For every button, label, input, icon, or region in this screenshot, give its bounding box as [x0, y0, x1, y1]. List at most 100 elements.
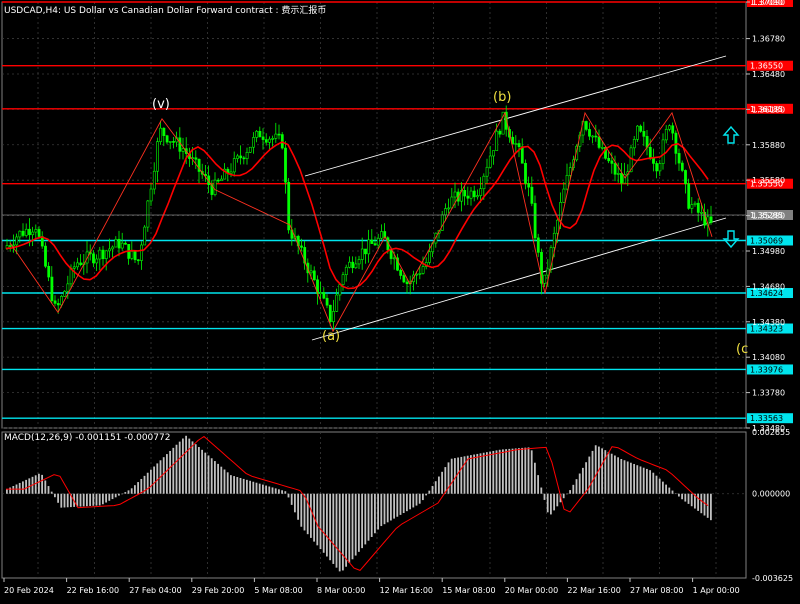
candle-body [181, 148, 185, 152]
macd-bar [214, 461, 216, 494]
candle-body [373, 243, 377, 246]
macd-bar [143, 475, 146, 494]
candle-body [79, 262, 83, 266]
macd-bar [342, 493, 344, 571]
macd-bar [239, 477, 242, 494]
support-label-bg [747, 288, 793, 299]
candle-body [668, 125, 671, 130]
candle-body [274, 133, 278, 139]
macd-bar [22, 481, 24, 494]
candle-body [364, 248, 367, 255]
macd-bar [466, 455, 469, 494]
macd-bar [518, 448, 520, 494]
macd-bar [476, 453, 479, 494]
candle-body [220, 178, 223, 182]
candle-body [306, 262, 310, 274]
candle-body [623, 174, 627, 184]
channel-lower [311, 217, 727, 341]
macd-bar [98, 493, 101, 506]
macd-bar [297, 493, 299, 520]
macd-bar [255, 482, 258, 494]
macd-bar [543, 493, 546, 500]
macd-bar [422, 493, 424, 501]
macd-bar [127, 490, 130, 494]
candle-body [552, 232, 556, 248]
time-axis: 20 Feb 2024 22 Feb 16:00 27 Feb 04:00 29 Fe… [3, 578, 740, 595]
candle-body [66, 283, 70, 292]
candle-body [664, 128, 668, 141]
macd-bar [386, 493, 389, 523]
candle-body [277, 133, 281, 136]
macd-bar [102, 493, 104, 505]
macd-bar [335, 493, 338, 568]
candle-body [700, 211, 703, 214]
candle-body [159, 127, 163, 142]
macd-bar [463, 456, 466, 494]
macd-bar [351, 493, 354, 560]
macd-bar [201, 449, 203, 494]
candle-body [117, 238, 121, 249]
candle-body [98, 249, 102, 260]
candle-body [168, 141, 172, 143]
candle-body [53, 300, 57, 304]
candle-body [287, 181, 291, 231]
resistance-label-bg [747, 60, 793, 71]
macd-bar [575, 479, 578, 494]
candle-body [178, 137, 182, 152]
chart-title: USDCAD,H4: US Dollar vs Canadian Dollar … [4, 4, 326, 16]
macd-bar [534, 462, 536, 494]
macd-bar [556, 493, 559, 507]
macd-bar [604, 450, 607, 494]
y-tick-label: 1.34080 [752, 353, 785, 362]
macd-bar [492, 450, 495, 494]
macd-bar [358, 493, 360, 552]
candle-body [671, 125, 675, 134]
y-tick-label: 1.35880 [752, 141, 785, 150]
candle-body [146, 200, 150, 228]
candle-body [335, 294, 339, 312]
candle-body [133, 251, 137, 261]
candle-body [453, 191, 457, 198]
macd-bar [226, 472, 229, 494]
macd-bar [441, 471, 443, 494]
candle-body [236, 155, 239, 159]
candle-body [124, 242, 127, 245]
macd-y-tick-label: 0.002655 [752, 428, 790, 437]
macd-bar [367, 493, 370, 541]
macd-bar [303, 493, 306, 531]
candle-body [258, 130, 262, 138]
macd-bar [306, 493, 309, 535]
candle-body [111, 246, 115, 250]
macd-bar [569, 490, 571, 494]
candle-body [213, 179, 217, 195]
candle-body [530, 186, 534, 204]
macd-bar [348, 493, 351, 564]
macd-bar [217, 463, 219, 494]
macd-bar [450, 458, 453, 494]
macd-bar [460, 456, 463, 494]
macd-bar [287, 493, 290, 498]
macd-bar [374, 493, 376, 534]
y-tick-label: 1.35280 [752, 212, 785, 221]
macd-bar [620, 459, 623, 494]
macd-bar [508, 448, 511, 494]
macd-bar [482, 452, 485, 494]
wave-label: (c [736, 342, 748, 357]
wave-label: (v) [152, 97, 170, 112]
candle-body [524, 162, 527, 184]
macd-bar [588, 456, 591, 494]
macd-bar [636, 465, 639, 494]
candle-body [418, 273, 422, 275]
current-price-label-bg [747, 210, 793, 220]
candle-body [255, 130, 259, 138]
candle-body [380, 231, 383, 239]
macd-bar [470, 455, 472, 494]
candle-body [600, 147, 604, 149]
candle-body [597, 136, 601, 148]
macd-bar [562, 493, 565, 499]
candle-body [447, 207, 451, 210]
macd-bar [207, 455, 210, 494]
macd-bar [649, 470, 651, 494]
x-tick-label: 27 Feb 04:00 [129, 586, 181, 595]
macd-bar [438, 476, 440, 494]
